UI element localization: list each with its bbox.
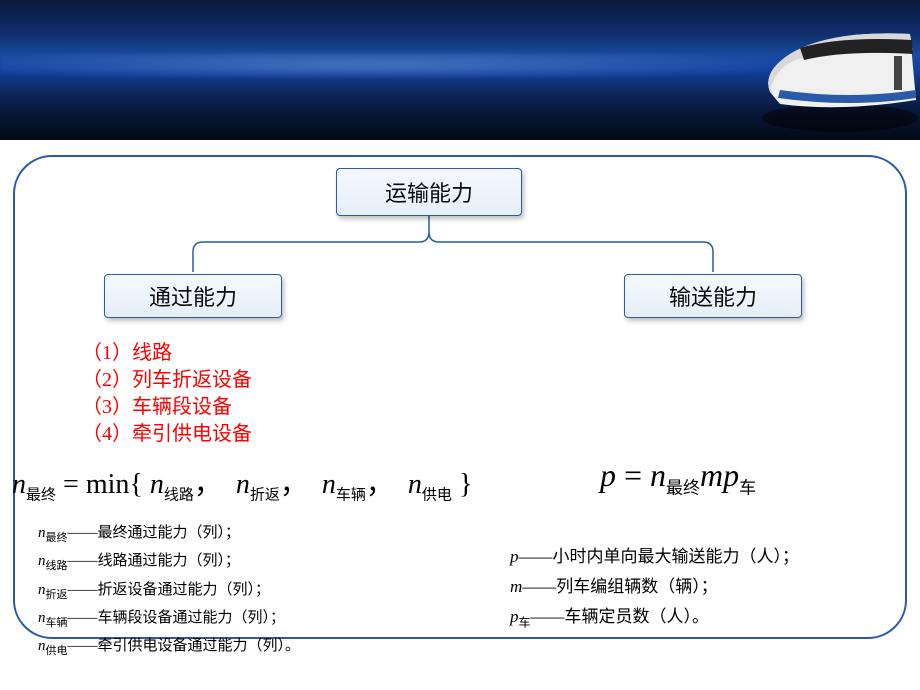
box-right-label: 输送能力 [669,280,757,312]
def-row: p——小时内单向最大输送能力（人）； [510,542,799,572]
box-transport-capacity: 运输能力 [336,168,522,216]
box-delivery-capacity: 输送能力 [624,274,802,318]
list-item: （1）线路 [82,340,252,367]
formula-n-final: n最终 = min{ n线路， n折返， n车辆， n供电 } [12,462,472,505]
list-item: （4）牵引供电设备 [82,421,252,448]
def-row: n最终——最终通过能力（列）； [38,520,300,548]
def-row: n线路——线路通过能力（列）； [38,548,300,576]
definitions-left: n最终——最终通过能力（列）； n线路——线路通过能力（列）； n折返——折返设… [38,520,300,661]
def-row: n供电——牵引供电设备通过能力（列）。 [38,633,300,661]
formula-p: p = n最终mp车 [600,457,756,498]
train-icon [740,0,920,140]
slide-header [0,0,920,140]
content-area: 运输能力 通过能力 输送能力 （1）线路 （2）列车折返设备 （3）车辆段设备 … [10,152,910,642]
def-row: m——列车编组辆数（辆）； [510,572,799,602]
def-row: p车——车辆定员数（人）。 [510,602,799,633]
list-item: （3）车辆段设备 [82,394,252,421]
def-row: n车辆——车辆段设备通过能力（列）； [38,605,300,633]
list-item: （2）列车折返设备 [82,367,252,394]
def-row: n折返——折返设备通过能力（列）； [38,577,300,605]
factor-list: （1）线路 （2）列车折返设备 （3）车辆段设备 （4）牵引供电设备 [82,340,252,448]
box-top-label: 运输能力 [385,176,473,208]
box-left-label: 通过能力 [149,280,237,312]
definitions-right: p——小时内单向最大输送能力（人）； m——列车编组辆数（辆）； p车——车辆定… [510,542,799,633]
box-throughput-capacity: 通过能力 [104,274,282,318]
